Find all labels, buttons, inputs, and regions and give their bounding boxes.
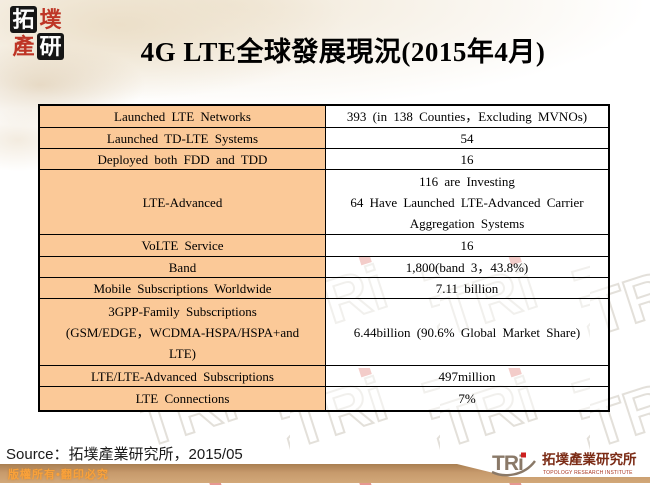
row-value-cell: 1,800(band 3，43.8%) xyxy=(326,257,608,277)
tri-logo-chinese-name: 拓墣產業研究所 xyxy=(542,451,637,467)
row-value-cell: 54 xyxy=(326,128,608,148)
tri-logo-acronym: TRi xyxy=(492,452,523,475)
row-value-cell: 116 are Investing 64 Have Launched LTE-A… xyxy=(326,170,608,234)
row-label-cell: Band xyxy=(40,257,326,277)
row-value-cell: 497million xyxy=(326,366,608,386)
table-row: Mobile Subscriptions Worldwide 7.11 bill… xyxy=(40,278,608,299)
topology-seal-logo: 拓 墣 產 研 xyxy=(10,6,64,60)
tri-logo-red-dot xyxy=(521,452,526,458)
row-label-cell: VoLTE Service xyxy=(40,235,326,256)
seal-char: 產 xyxy=(12,33,35,59)
row-label-cell: 3GPP-Family Subscriptions (GSM/EDGE，WCDM… xyxy=(40,299,326,365)
table-row: Deployed both FDD and TDD 16 xyxy=(40,149,608,170)
table-row: LTE Connections 7% xyxy=(40,387,608,410)
table-row: Band 1,800(band 3，43.8%) xyxy=(40,257,608,278)
table-row: Launched TD-LTE Systems 54 xyxy=(40,128,608,149)
row-value-cell: 6.44billion (90.6% Global Market Share) xyxy=(326,299,608,365)
table-row: LTE-Advanced 116 are Investing 64 Have L… xyxy=(40,170,608,235)
seal-char: 墣 xyxy=(39,6,62,32)
table-row: Launched LTE Networks 393 (in 138 Counti… xyxy=(40,106,608,128)
table-row: VoLTE Service 16 xyxy=(40,235,608,257)
row-value-cell: 393 (in 138 Counties，Excluding MVNOs) xyxy=(326,106,608,127)
row-label-cell: LTE Connections xyxy=(40,387,326,410)
seal-char: 拓 xyxy=(10,6,37,33)
lte-status-table: Launched LTE Networks 393 (in 138 Counti… xyxy=(38,104,610,412)
row-label-cell: Launched LTE Networks xyxy=(40,106,326,127)
tri-institute-logo: TRi 拓墣產業研究所 TOPOLOGY RESEARCH INSTITUTE xyxy=(491,451,637,477)
table-row: 3GPP-Family Subscriptions (GSM/EDGE，WCDM… xyxy=(40,299,608,366)
row-value-cell: 16 xyxy=(326,235,608,256)
row-label-cell: Mobile Subscriptions Worldwide xyxy=(40,278,326,298)
copyright-text: 版權所有•翻印必究 xyxy=(8,469,109,481)
table-row: LTE/LTE-Advanced Subscriptions 497millio… xyxy=(40,366,608,387)
row-label-cell: LTE/LTE-Advanced Subscriptions xyxy=(40,366,326,386)
row-value-cell: 7% xyxy=(326,387,608,410)
source-text: Source：拓墣產業研究所，2015/05 xyxy=(6,446,243,463)
tri-logo-english-name: TOPOLOGY RESEARCH INSTITUTE xyxy=(543,470,633,476)
slide-title: 4G LTE全球發展現況(2015年4月) xyxy=(140,37,546,67)
row-label-cell: LTE-Advanced xyxy=(40,170,326,234)
row-label-cell: Deployed both FDD and TDD xyxy=(40,149,326,169)
row-label-cell: Launched TD-LTE Systems xyxy=(40,128,326,148)
row-value-cell: 16 xyxy=(326,149,608,169)
seal-char: 研 xyxy=(37,33,64,60)
row-value-cell: 7.11 billion xyxy=(326,278,608,298)
